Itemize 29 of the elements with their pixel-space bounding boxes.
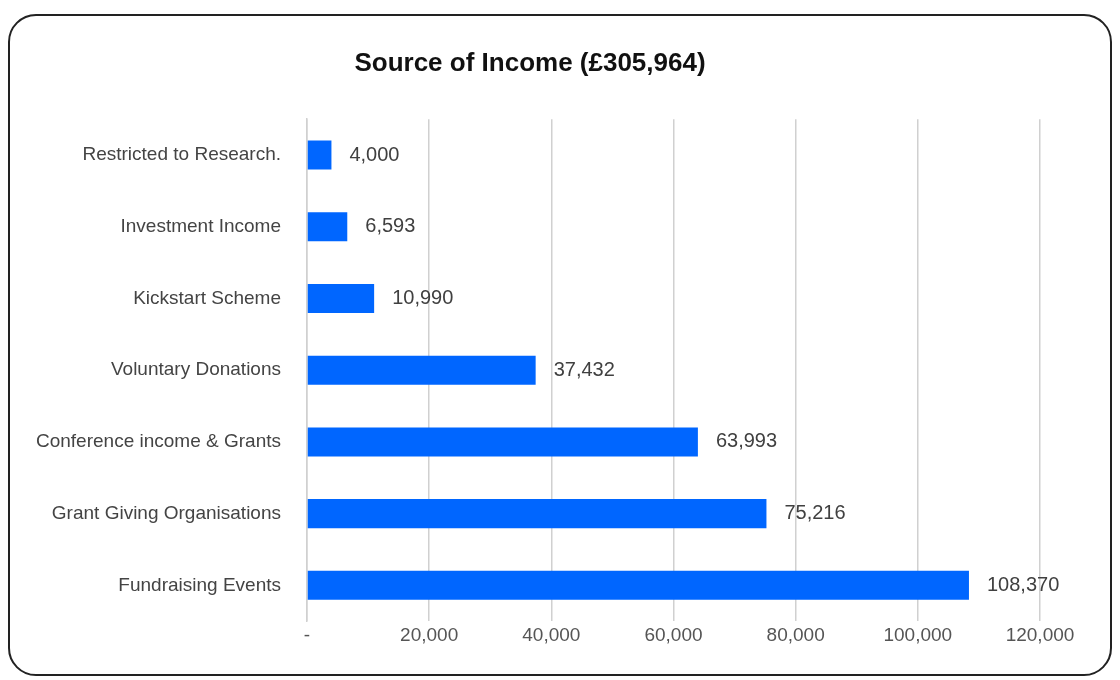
x-tick-label: 60,000 xyxy=(644,623,703,645)
bar xyxy=(307,283,375,314)
y-tick-label: Grant Giving Organisations xyxy=(51,501,282,523)
data-label: 10,990 xyxy=(392,286,454,308)
x-tick-label: - xyxy=(303,623,311,645)
chart-title: Source of Income (£305,964) xyxy=(354,46,706,77)
y-tick-label: Investment Income xyxy=(120,215,282,237)
y-tick-label: Voluntary Donations xyxy=(110,358,282,380)
bar xyxy=(307,499,767,529)
data-label: 4,000 xyxy=(349,142,400,165)
x-tick-label: 120,000 xyxy=(1005,623,1075,645)
y-tick-label: Restricted to Research. xyxy=(82,143,282,165)
bar xyxy=(307,212,348,242)
bar xyxy=(307,140,332,170)
x-tick-label: 40,000 xyxy=(522,623,581,645)
data-label: 37,432 xyxy=(553,357,615,380)
y-tick-label: Conference income & Grants xyxy=(35,430,282,452)
data-label: 108,370 xyxy=(986,572,1060,595)
x-tick-label: 100,000 xyxy=(883,623,953,645)
y-tick-label: Fundraising Events xyxy=(118,573,282,595)
y-tick-label: Kickstart Scheme xyxy=(133,286,282,308)
data-label: 75,216 xyxy=(784,501,846,524)
data-label: 6,593 xyxy=(365,214,416,237)
data-label: 63,993 xyxy=(715,429,778,452)
bar xyxy=(307,570,969,600)
x-tick-label: 20,000 xyxy=(400,623,459,645)
bar xyxy=(307,427,698,457)
x-tick-label: 80,000 xyxy=(766,623,825,645)
bar xyxy=(307,355,536,385)
